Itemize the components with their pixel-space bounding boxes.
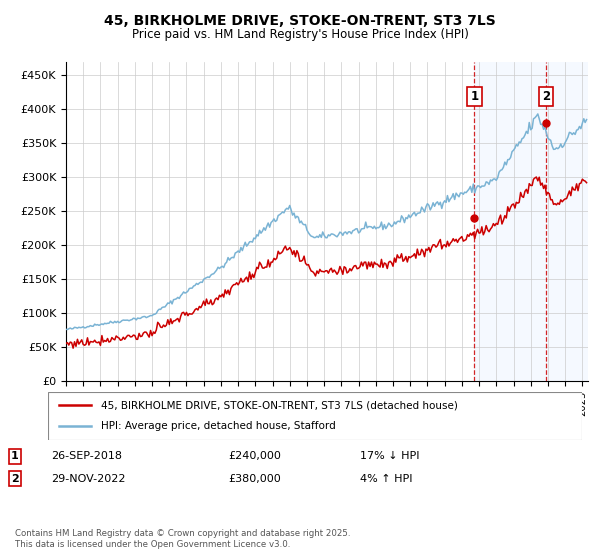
Text: 45, BIRKHOLME DRIVE, STOKE-ON-TRENT, ST3 7LS: 45, BIRKHOLME DRIVE, STOKE-ON-TRENT, ST3… [104, 14, 496, 28]
Line: HPI: Average price, detached house, Stafford: HPI: Average price, detached house, Staf… [66, 114, 587, 329]
Text: HPI: Average price, detached house, Stafford: HPI: Average price, detached house, Staf… [101, 421, 336, 431]
Text: 1: 1 [470, 90, 479, 104]
Text: Contains HM Land Registry data © Crown copyright and database right 2025.
This d: Contains HM Land Registry data © Crown c… [15, 529, 350, 549]
Text: 2: 2 [11, 474, 19, 484]
Text: Price paid vs. HM Land Registry's House Price Index (HPI): Price paid vs. HM Land Registry's House … [131, 28, 469, 41]
Text: 45, BIRKHOLME DRIVE, STOKE-ON-TRENT, ST3 7LS (detached house): 45, BIRKHOLME DRIVE, STOKE-ON-TRENT, ST3… [101, 400, 458, 410]
Text: 17% ↓ HPI: 17% ↓ HPI [360, 451, 419, 461]
Text: 2: 2 [542, 90, 550, 104]
Text: 4% ↑ HPI: 4% ↑ HPI [360, 474, 413, 484]
Text: 1: 1 [11, 451, 19, 461]
Text: 29-NOV-2022: 29-NOV-2022 [51, 474, 125, 484]
FancyBboxPatch shape [48, 392, 582, 440]
Text: £240,000: £240,000 [228, 451, 281, 461]
Text: £380,000: £380,000 [228, 474, 281, 484]
Line: 45, BIRKHOLME DRIVE, STOKE-ON-TRENT, ST3 7LS (detached house): 45, BIRKHOLME DRIVE, STOKE-ON-TRENT, ST3… [66, 177, 587, 348]
Bar [475, 62, 588, 381]
Text: 26-SEP-2018: 26-SEP-2018 [51, 451, 122, 461]
